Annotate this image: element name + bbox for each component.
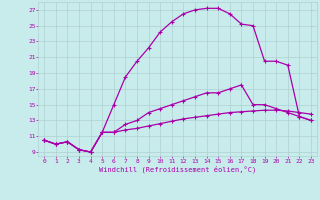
- X-axis label: Windchill (Refroidissement éolien,°C): Windchill (Refroidissement éolien,°C): [99, 165, 256, 173]
